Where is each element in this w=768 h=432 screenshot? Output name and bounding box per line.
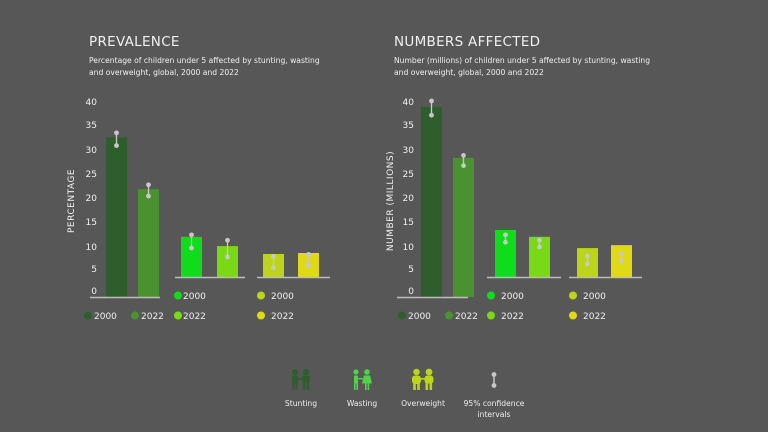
y-tick-label: 30 [403,146,415,156]
key-item-wasting: Wasting [322,368,402,409]
legend-swatch-wasting-2022 [487,311,495,320]
legend-label: 2000 [583,292,606,302]
y-tick-label: 20 [403,194,415,204]
wasting-children-icon [353,369,372,390]
ci-upper-dot [225,237,230,243]
legend-swatch-wasting-2000 [174,291,182,300]
y-tick-label: 25 [86,170,97,180]
legend-swatch-wasting-2000 [487,291,495,300]
ci-upper-dot [537,237,542,243]
key-item-stunting: Stunting [261,368,341,409]
y-tick-label: 25 [403,170,414,180]
numbers-chart: 0 5 10 15 20 25 30 35 40 NUMBER (MILLIONS) 2000 202… [386,98,642,322]
ci-upper-dot [146,182,151,188]
y-tick-label: 30 [86,146,98,156]
legend-swatch-overweight-2000 [569,291,577,300]
overweight-children-icon [412,368,434,390]
y-tick-label: 0 [408,287,414,297]
chart-title: NUMBERS AFFECTED [394,34,541,50]
ci-lower-dot [461,163,466,169]
legend-swatch-stunting-2000 [398,311,406,320]
legend-swatch-overweight-2022 [257,311,265,320]
bar-wasting-2000 [181,236,202,277]
legend-label: 2022 [455,312,478,322]
legend-swatch-overweight-2022 [569,311,577,320]
legend-label: 2000 [408,312,431,322]
ci-lower-dot [114,143,119,148]
numbers-panel: NUMBERS AFFECTED Number (millions) of ch… [386,34,651,322]
key-label: 95% confidence intervals [463,399,525,419]
legend-label: 2022 [183,312,206,322]
ci-upper-dot [461,152,466,158]
legend-swatch-stunting-2022 [131,311,139,320]
legend-swatch-stunting-2000 [84,311,92,320]
y-tick-label: 10 [86,243,98,253]
legend-label: 2022 [583,312,606,322]
y-axis-label: PERCENTAGE [67,169,77,233]
bar-stunting-2022 [453,157,474,297]
y-tick-label: 20 [86,194,98,204]
bar-wasting-2000 [495,229,516,277]
key-label: Stunting [284,399,318,408]
confidence-interval-icon [491,372,497,388]
bar-wasting-2022 [529,236,550,277]
prevalence-chart: 0 5 10 15 20 25 30 35 40 PERCENTAGE 2000 2022 2000 20… [67,98,330,322]
chart-title: PREVALENCE [89,34,180,50]
bar-wasting-2022 [217,246,238,277]
y-tick-label: 15 [86,218,97,228]
ci-upper-dot [189,232,194,238]
ci-upper-dot [429,98,434,104]
ci-upper-dot [503,232,508,238]
key-item-overweight: Overweight [383,368,463,409]
y-tick-label: 10 [403,243,415,253]
ci-lower-dot [146,193,151,199]
ci-lower-dot [189,245,194,251]
ci-lower-dot [271,265,276,271]
legend-label: 2000 [271,292,294,302]
legend-label: 2022 [141,312,164,322]
bar-stunting-2000 [421,106,442,297]
legend-swatch-stunting-2022 [445,311,453,320]
legend-label: 2000 [501,292,524,302]
y-tick-label: 40 [86,98,98,108]
ci-lower-dot [306,263,311,269]
y-tick-label: 35 [86,121,97,131]
ci-upper-dot [306,252,311,257]
ci-upper-dot [114,130,119,136]
ci-lower-dot [585,261,590,267]
chart-subtitle: Percentage of children under 5 affected … [89,56,320,77]
chart-subtitle: Number (millions) of children under 5 af… [394,56,651,77]
y-tick-label: 15 [403,218,414,228]
bar-stunting-2022 [138,189,159,297]
ci-lower-dot [619,258,624,264]
ci-upper-dot [619,251,624,257]
key-label: Wasting [346,399,378,408]
y-axis-label: NUMBER (MILLIONS) [386,151,396,251]
legend-swatch-wasting-2022 [174,311,182,320]
y-tick-label: 35 [403,121,414,131]
key-label: Overweight [401,399,445,408]
legend-label: 2000 [94,312,117,322]
key-legend: Stunting Wasting Overweight 95% confiden… [0,368,768,428]
y-tick-label: 0 [91,287,97,297]
prevalence-panel: PREVALENCE Percentage of children under … [0,0,384,360]
stunting-children-icon [292,368,310,390]
legend-swatch-overweight-2000 [257,291,265,300]
legend-label: 2022 [271,312,294,322]
ci-lower-dot [503,239,508,245]
y-tick-label: 5 [408,265,414,275]
y-tick-label: 40 [403,98,415,108]
ci-lower-dot [429,112,434,118]
bar-stunting-2000 [106,137,127,297]
y-tick-label: 5 [91,265,97,275]
legend-label: 2000 [183,292,206,302]
key-item-confidence: 95% confidence intervals [454,368,534,420]
ci-lower-dot [225,254,230,260]
ci-lower-dot [537,244,542,250]
ci-upper-dot [585,253,590,259]
ci-upper-dot [271,254,276,259]
legend-label: 2022 [501,312,524,322]
